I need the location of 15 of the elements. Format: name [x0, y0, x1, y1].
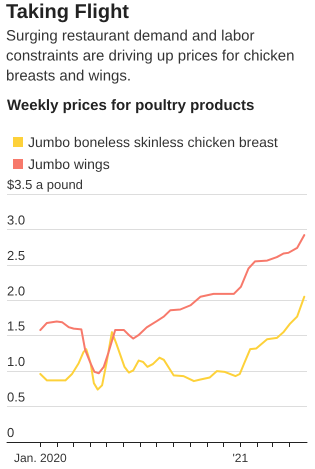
y-tick-label: $3.5 a pound: [7, 177, 83, 192]
legend-label: Jumbo wings: [28, 156, 110, 172]
text: Weekly prices for poultry products: [7, 97, 254, 114]
y-tick-label: 0.5: [7, 390, 26, 405]
x-tick-label: '21: [232, 451, 248, 465]
y-tick-label: 3.0: [7, 212, 26, 228]
y-tick-label: 1.5: [7, 318, 26, 334]
chart-title: Taking Flight: [6, 1, 130, 23]
legend-label: Jumbo boneless skinless chicken breast: [28, 134, 278, 150]
chart-subtitle: Surging restaurant demand and labor constraints are driving up prices for chicken breasts and wings.: [6, 28, 299, 84]
x-tick-label: Jan. 2020: [14, 451, 68, 465]
y-tick-label: 2.5: [7, 248, 26, 263]
y-tick-label: 0: [7, 425, 14, 440]
y-tick-label: 2.0: [7, 283, 26, 298]
y-tick-label: 1.0: [7, 354, 26, 370]
